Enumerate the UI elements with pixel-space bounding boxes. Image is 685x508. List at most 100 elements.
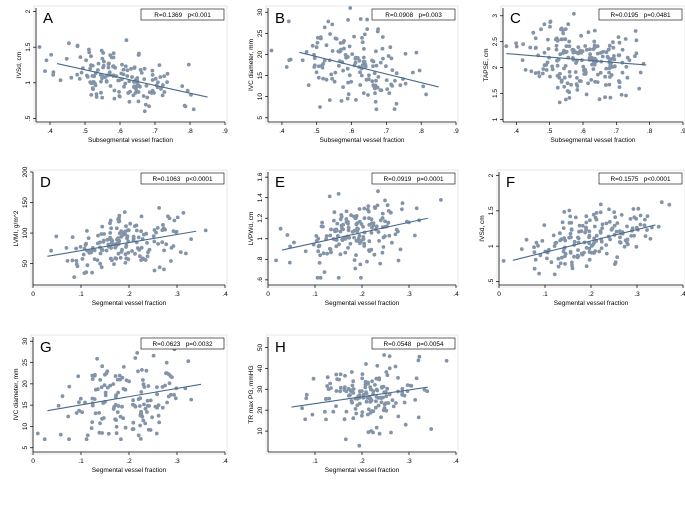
data-point xyxy=(172,218,177,223)
data-point xyxy=(310,43,315,48)
x-tick-label: .9 xyxy=(680,128,685,135)
data-point xyxy=(328,247,333,252)
data-point xyxy=(354,411,359,416)
data-point xyxy=(92,257,97,261)
data-point xyxy=(42,437,47,442)
data-point xyxy=(110,258,114,263)
data-point xyxy=(609,227,614,232)
data-point xyxy=(317,243,322,248)
data-point xyxy=(354,215,358,220)
data-point xyxy=(100,364,105,369)
data-point xyxy=(587,233,592,238)
data-point xyxy=(148,428,153,432)
data-point xyxy=(88,66,93,71)
data-point xyxy=(612,210,617,215)
data-point xyxy=(366,412,370,417)
data-point xyxy=(348,389,353,393)
data-point xyxy=(637,86,642,91)
data-point xyxy=(396,376,400,380)
data-point xyxy=(96,61,101,66)
x-tick-label: .1 xyxy=(312,291,318,298)
data-point xyxy=(382,353,386,357)
data-point xyxy=(304,396,309,401)
stats-label: R=0.1575 p<0.0001 xyxy=(610,176,670,183)
x-tick-label: .4 xyxy=(47,128,53,135)
data-point xyxy=(386,54,391,58)
data-point xyxy=(140,368,144,372)
data-point xyxy=(608,237,612,242)
data-point xyxy=(123,260,128,265)
data-point xyxy=(51,73,56,77)
data-point xyxy=(611,40,615,45)
data-point xyxy=(380,46,385,51)
data-point xyxy=(568,74,572,79)
data-point xyxy=(414,50,419,55)
data-point xyxy=(141,94,146,98)
data-point xyxy=(400,386,405,391)
y-tick-label: 30 xyxy=(257,385,264,393)
data-point xyxy=(154,230,159,235)
data-point xyxy=(322,58,327,63)
data-point xyxy=(116,390,120,395)
data-point xyxy=(633,54,637,59)
data-point xyxy=(121,416,125,421)
data-point xyxy=(366,93,370,97)
data-point xyxy=(339,99,344,103)
data-point xyxy=(351,379,356,384)
data-point xyxy=(274,258,278,263)
data-point xyxy=(164,242,169,247)
data-point xyxy=(379,88,384,93)
data-point xyxy=(373,83,378,88)
data-point xyxy=(614,229,619,234)
data-point xyxy=(316,236,321,241)
stats-box xyxy=(140,337,225,350)
stats-box xyxy=(598,172,683,185)
data-point xyxy=(589,78,594,82)
data-point xyxy=(563,254,567,259)
data-point xyxy=(400,201,405,206)
data-point xyxy=(156,403,161,408)
data-point xyxy=(284,65,289,69)
data-point xyxy=(391,404,396,409)
data-point xyxy=(175,215,180,220)
data-point xyxy=(521,42,525,46)
data-point xyxy=(555,85,560,90)
data-point xyxy=(341,222,346,227)
data-point xyxy=(160,405,165,410)
data-point xyxy=(571,48,576,52)
data-point xyxy=(501,259,506,263)
data-point xyxy=(334,238,339,242)
data-point xyxy=(565,81,570,86)
data-point xyxy=(98,261,102,266)
data-point xyxy=(346,80,350,85)
data-point xyxy=(596,72,600,77)
data-point xyxy=(323,409,327,414)
data-point xyxy=(117,90,121,94)
data-point xyxy=(378,218,383,223)
data-point xyxy=(98,378,103,382)
data-point xyxy=(103,390,108,395)
data-point xyxy=(405,383,410,387)
data-point xyxy=(318,35,323,39)
data-point xyxy=(346,92,351,97)
y-axis-label: TAPSE, cm xyxy=(483,48,490,81)
data-point xyxy=(136,235,141,240)
data-point xyxy=(124,243,129,248)
data-point xyxy=(403,51,408,56)
data-point xyxy=(572,11,576,16)
data-point xyxy=(342,388,347,392)
data-point xyxy=(304,392,309,397)
y-axis-label: IVC diameter, mm xyxy=(248,39,255,91)
data-point xyxy=(87,50,92,55)
data-point xyxy=(111,51,116,56)
data-point xyxy=(158,75,163,79)
data-point xyxy=(95,241,100,246)
data-point xyxy=(378,60,383,65)
data-point xyxy=(387,354,392,359)
data-point xyxy=(625,75,630,80)
data-point xyxy=(385,87,390,91)
data-point xyxy=(366,430,371,435)
data-point xyxy=(367,216,371,221)
data-point xyxy=(563,97,568,102)
data-point xyxy=(338,217,343,222)
